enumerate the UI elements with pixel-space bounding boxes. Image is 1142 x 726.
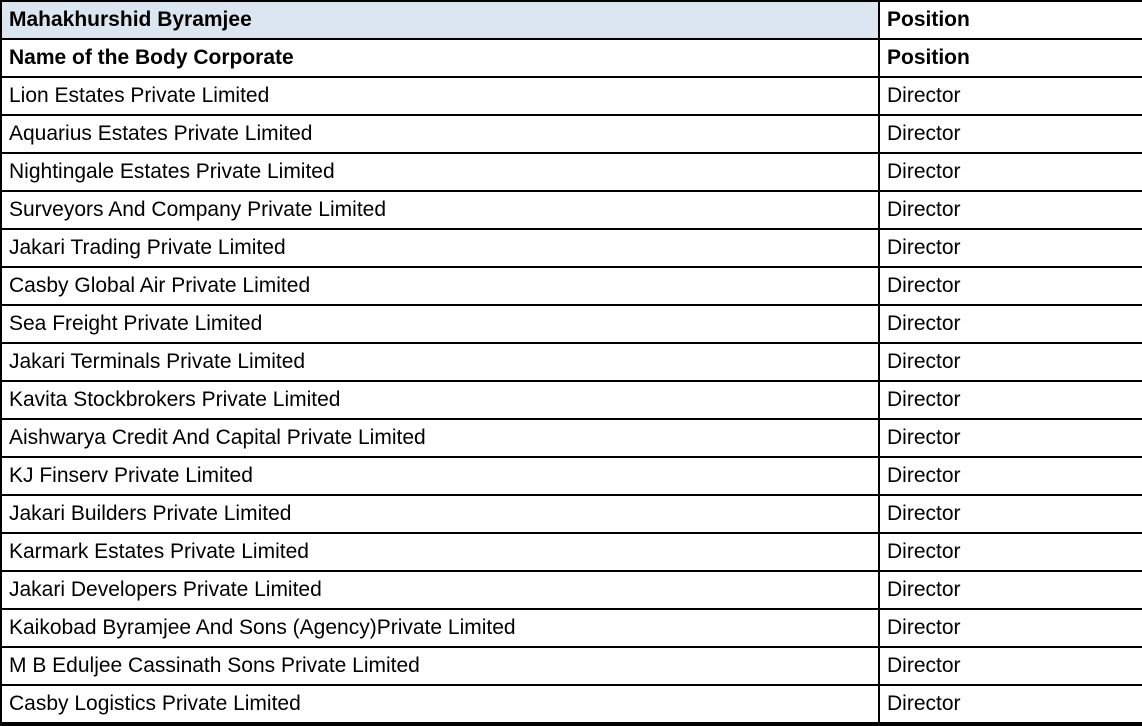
table-row: Surveyors And Company Private Limited Di… xyxy=(0,190,1142,230)
position-cell: Director xyxy=(878,684,1142,726)
position-cell: Director xyxy=(878,646,1142,686)
position-cell: Director xyxy=(878,608,1142,648)
company-name-cell: Aquarius Estates Private Limited xyxy=(0,114,880,154)
position-cell: Director xyxy=(878,380,1142,420)
company-name-cell: KJ Finserv Private Limited xyxy=(0,456,880,496)
table-row: Jakari Developers Private Limited Direct… xyxy=(0,570,1142,610)
table-row: Jakari Trading Private Limited Director xyxy=(0,228,1142,268)
table-row: Nightingale Estates Private Limited Dire… xyxy=(0,152,1142,192)
company-name-cell: Casby Logistics Private Limited xyxy=(0,684,880,726)
company-name-cell: Kaikobad Byramjee And Sons (Agency)Priva… xyxy=(0,608,880,648)
table-row: M B Eduljee Cassinath Sons Private Limit… xyxy=(0,646,1142,686)
company-name-cell: Casby Global Air Private Limited xyxy=(0,266,880,306)
position-subheader-cell: Position xyxy=(878,38,1142,78)
position-header-cell: Position xyxy=(878,0,1142,40)
company-name-cell: Surveyors And Company Private Limited xyxy=(0,190,880,230)
company-name-cell: Jakari Builders Private Limited xyxy=(0,494,880,534)
company-name-cell: Sea Freight Private Limited xyxy=(0,304,880,344)
company-name-cell: Jakari Terminals Private Limited xyxy=(0,342,880,382)
position-cell: Director xyxy=(878,532,1142,572)
table-row: Aishwarya Credit And Capital Private Lim… xyxy=(0,418,1142,458)
table-row: Lion Estates Private Limited Director xyxy=(0,76,1142,116)
position-cell: Director xyxy=(878,418,1142,458)
company-name-cell: Jakari Developers Private Limited xyxy=(0,570,880,610)
company-name-cell: Karmark Estates Private Limited xyxy=(0,532,880,572)
table-row: Kaikobad Byramjee And Sons (Agency)Priva… xyxy=(0,608,1142,648)
position-cell: Director xyxy=(878,304,1142,344)
company-name-cell: Nightingale Estates Private Limited xyxy=(0,152,880,192)
table-header-row: Mahakhurshid Byramjee Position xyxy=(0,0,1142,40)
table-row: Jakari Builders Private Limited Director xyxy=(0,494,1142,534)
position-cell: Director xyxy=(878,570,1142,610)
table-row: Jakari Terminals Private Limited Directo… xyxy=(0,342,1142,382)
table-subheader-row: Name of the Body Corporate Position xyxy=(0,38,1142,78)
position-cell: Director xyxy=(878,266,1142,306)
position-cell: Director xyxy=(878,456,1142,496)
position-cell: Director xyxy=(878,152,1142,192)
position-cell: Director xyxy=(878,494,1142,534)
table-row: Kavita Stockbrokers Private Limited Dire… xyxy=(0,380,1142,420)
body-corporate-header-cell: Name of the Body Corporate xyxy=(0,38,880,78)
table-row: Casby Global Air Private Limited Directo… xyxy=(0,266,1142,306)
table-row: KJ Finserv Private Limited Director xyxy=(0,456,1142,496)
table-row: Karmark Estates Private Limited Director xyxy=(0,532,1142,572)
table-row: Casby Logistics Private Limited Director xyxy=(0,684,1142,726)
position-cell: Director xyxy=(878,228,1142,268)
company-name-cell: Jakari Trading Private Limited xyxy=(0,228,880,268)
position-cell: Director xyxy=(878,190,1142,230)
position-cell: Director xyxy=(878,114,1142,154)
position-cell: Director xyxy=(878,342,1142,382)
person-name-header-cell: Mahakhurshid Byramjee xyxy=(0,0,880,40)
company-name-cell: Aishwarya Credit And Capital Private Lim… xyxy=(0,418,880,458)
company-name-cell: M B Eduljee Cassinath Sons Private Limit… xyxy=(0,646,880,686)
table-row: Sea Freight Private Limited Director xyxy=(0,304,1142,344)
company-name-cell: Lion Estates Private Limited xyxy=(0,76,880,116)
company-name-cell: Kavita Stockbrokers Private Limited xyxy=(0,380,880,420)
position-cell: Director xyxy=(878,76,1142,116)
table-row: Aquarius Estates Private Limited Directo… xyxy=(0,114,1142,154)
